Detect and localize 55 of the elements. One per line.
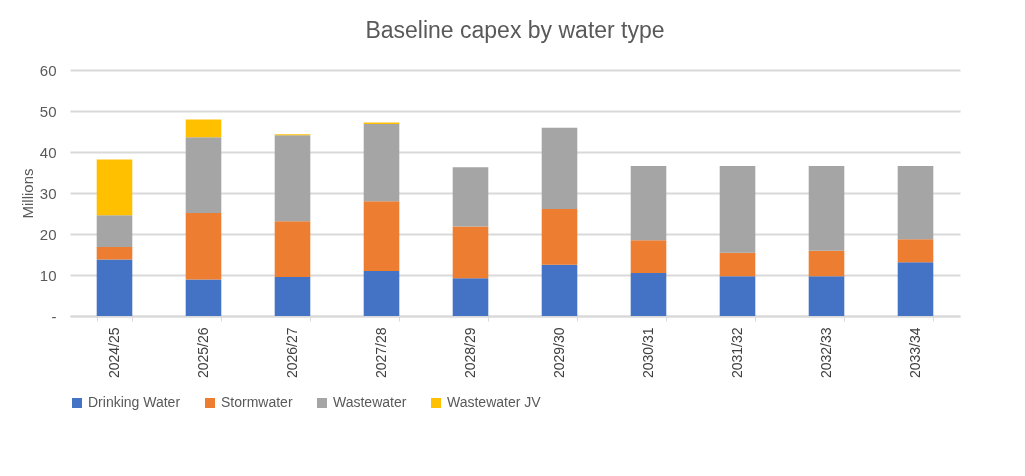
x-tick-label: 2031/32	[729, 327, 745, 379]
bar	[719, 252, 756, 277]
y-tick-label: 50	[39, 102, 57, 120]
x-tick-label: 2030/31	[640, 327, 656, 379]
x-tick-label: 2024/25	[106, 327, 122, 379]
x-tick-label: 2033/34	[907, 327, 923, 379]
bar	[719, 165, 756, 253]
bar	[274, 221, 311, 278]
x-tick-label: 2027/28	[373, 327, 389, 379]
bar	[185, 119, 222, 138]
bar	[452, 167, 489, 227]
bar	[185, 137, 222, 214]
bar	[363, 270, 400, 316]
legend-label: Wastewater	[333, 394, 407, 410]
legend-label: Wastewater JV	[447, 394, 542, 410]
bar	[719, 276, 756, 316]
bar	[452, 278, 489, 316]
x-tick-label: 2025/26	[195, 327, 211, 379]
bar	[452, 226, 489, 279]
bar	[274, 277, 311, 316]
bar	[630, 165, 667, 241]
y-tick-label: 30	[39, 184, 57, 202]
bar	[897, 262, 934, 316]
bar	[96, 215, 133, 248]
bar	[541, 208, 578, 265]
bar	[897, 165, 934, 240]
bar	[630, 240, 667, 273]
bar	[808, 165, 845, 251]
y-tick-label: 10	[39, 266, 57, 284]
x-tick-label: 2026/27	[284, 327, 300, 379]
bar	[808, 250, 845, 277]
bar	[541, 264, 578, 316]
bar	[185, 279, 222, 316]
bar	[96, 159, 133, 216]
bar	[808, 276, 845, 316]
x-tick-label: 2032/33	[818, 327, 834, 379]
y-axis-title: Millions	[18, 168, 36, 219]
y-tick-label: -	[51, 307, 57, 325]
bar	[363, 124, 400, 202]
bar	[185, 213, 222, 280]
legend-label: Stormwater	[221, 394, 293, 410]
bar	[541, 127, 578, 209]
bar	[363, 201, 400, 271]
x-tick-label: 2029/30	[551, 327, 567, 379]
y-tick-label: 40	[39, 143, 57, 161]
legend-label: Drinking Water	[88, 394, 181, 410]
y-tick-label: 60	[39, 61, 57, 79]
bar	[96, 259, 133, 316]
bar	[96, 247, 133, 260]
x-tick-label: 2028/29	[462, 327, 478, 379]
bar	[630, 272, 667, 316]
bar	[274, 135, 311, 222]
y-tick-label: 20	[39, 225, 57, 243]
bar	[897, 239, 934, 263]
chart-title: Baseline capex by water type	[365, 17, 665, 43]
